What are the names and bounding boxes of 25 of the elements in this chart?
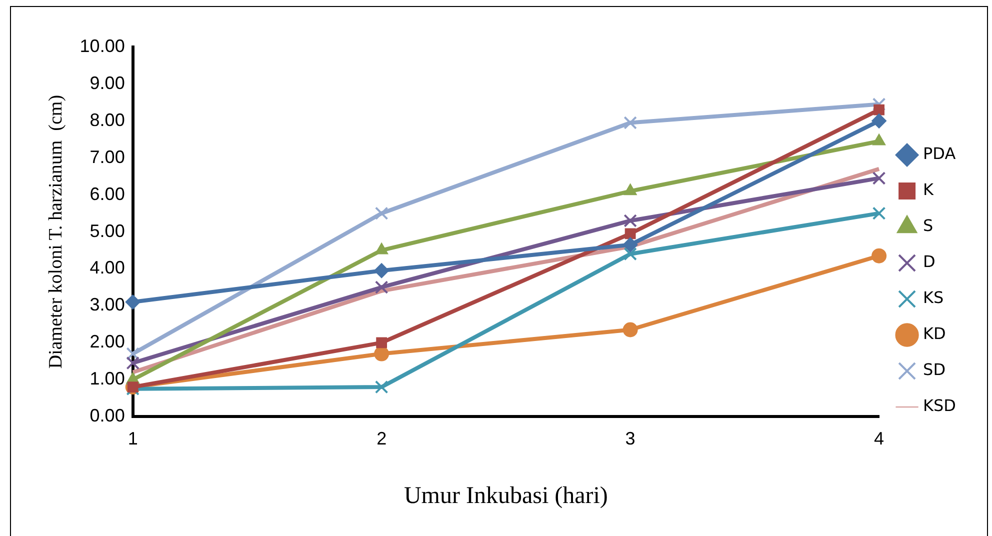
x-tick-label: 2 xyxy=(376,428,387,448)
legend-label: SD xyxy=(923,360,946,380)
y-tick-label: 5.00 xyxy=(90,220,125,241)
y-tick-label: 7.00 xyxy=(90,146,125,167)
legend-label: S xyxy=(923,216,934,236)
legend-label: KD xyxy=(923,324,946,344)
y-axis-title: Diameter koloni T. harzianum (cm) xyxy=(45,94,66,369)
x-tick-label: 1 xyxy=(128,428,138,448)
y-tick-label: 4.00 xyxy=(90,258,125,278)
legend-label: KSD xyxy=(923,396,956,416)
legend-label: D xyxy=(923,252,936,272)
y-tick-label: 9.00 xyxy=(90,72,125,93)
x-tick-label: 3 xyxy=(625,428,636,448)
y-tick-label: 0.00 xyxy=(90,406,125,426)
y-tick-label: 2.00 xyxy=(90,332,125,352)
legend-label: PDA xyxy=(923,144,956,164)
y-tick-label: 6.00 xyxy=(90,184,125,204)
x-tick-label: 4 xyxy=(874,428,884,448)
y-tick-label: 10.00 xyxy=(80,36,125,56)
legend-label: K xyxy=(923,180,934,200)
y-tick-label: 8.00 xyxy=(90,110,125,130)
y-tick-label: 1.00 xyxy=(90,368,125,389)
y-tick-label: 3.00 xyxy=(90,294,125,315)
x-axis-title: Umur Inkubasi (hari) xyxy=(404,482,608,509)
legend-label: KS xyxy=(923,288,944,308)
